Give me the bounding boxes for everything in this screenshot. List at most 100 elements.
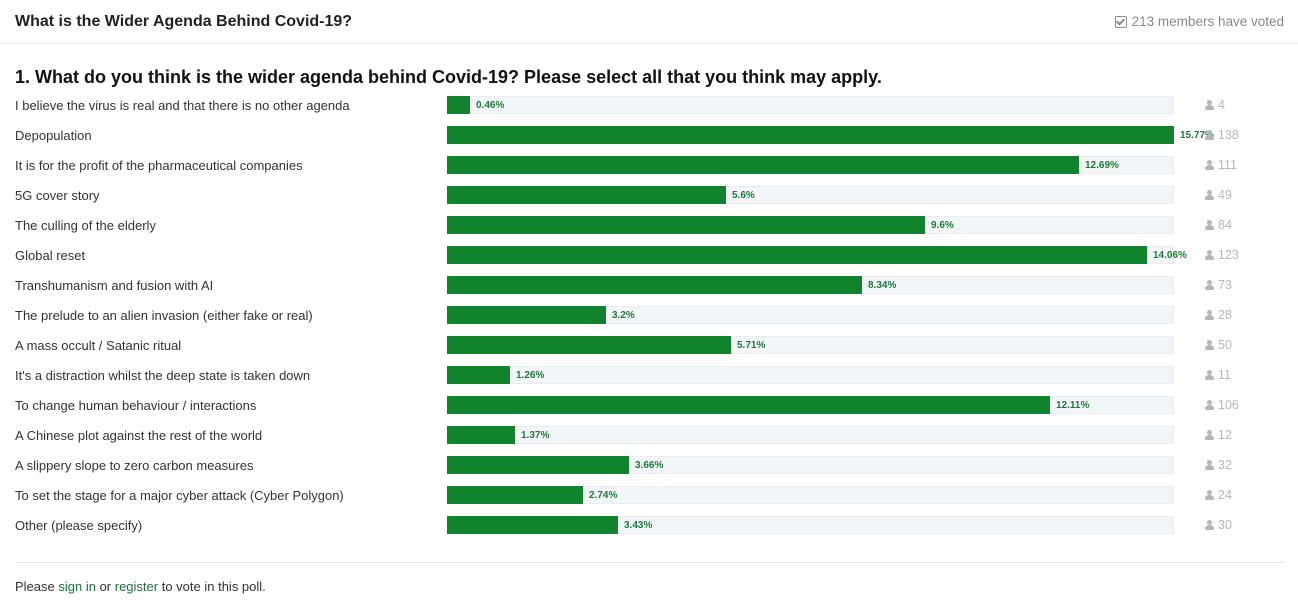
vote-count: 111: [1205, 158, 1237, 172]
progress-fill: [447, 516, 618, 534]
progress-fill: [447, 276, 862, 294]
vote-count: 49: [1205, 188, 1232, 202]
answer-row: A slippery slope to zero carbon measures…: [15, 450, 1283, 480]
check-square-icon: [1114, 15, 1127, 28]
members-voted: 213 members have voted: [1114, 14, 1284, 29]
user-icon: [1205, 220, 1214, 230]
vote-count-number: 32: [1218, 458, 1232, 472]
vote-count: 123: [1205, 248, 1239, 262]
vote-count: 84: [1205, 218, 1232, 232]
vote-prompt-prefix: Please: [15, 579, 59, 594]
progress-fill: [447, 366, 510, 384]
progress-track: 3.43%: [447, 516, 1174, 534]
progress-track: 1.37%: [447, 426, 1174, 444]
answer-row: The prelude to an alien invasion (either…: [15, 300, 1283, 330]
vote-count-number: 24: [1218, 488, 1232, 502]
vote-count-number: 84: [1218, 218, 1232, 232]
answer-label: The prelude to an alien invasion (either…: [15, 307, 313, 323]
answer-percent: 5.6%: [732, 189, 755, 201]
answer-percent: 14.06%: [1153, 249, 1187, 261]
vote-count: 73: [1205, 278, 1232, 292]
progress-fill: [447, 126, 1174, 144]
user-icon: [1205, 160, 1214, 170]
progress-fill: [447, 246, 1147, 264]
answer-row: A mass occult / Satanic ritual 5.71% 50: [15, 330, 1283, 360]
answer-row: 5G cover story 5.6% 49: [15, 180, 1283, 210]
user-icon: [1205, 520, 1214, 530]
vote-count-number: 30: [1218, 518, 1232, 532]
answer-row: A Chinese plot against the rest of the w…: [15, 420, 1283, 450]
user-icon: [1205, 400, 1214, 410]
answer-label: Other (please specify): [15, 517, 143, 533]
divider: [15, 562, 1284, 563]
answer-label: Depopulation: [15, 127, 92, 143]
vote-count: 12: [1205, 428, 1232, 442]
user-icon: [1205, 340, 1214, 350]
answer-row: Depopulation 15.77% 138: [15, 120, 1283, 150]
register-link[interactable]: register: [114, 579, 159, 594]
vote-count-number: 50: [1218, 338, 1232, 352]
user-icon: [1205, 250, 1214, 260]
answer-percent: 15.77%: [1180, 129, 1214, 141]
progress-track: 15.77%: [447, 126, 1214, 144]
answer-percent: 1.37%: [521, 429, 550, 441]
answer-label: I believe the virus is real and that the…: [15, 97, 350, 113]
user-icon: [1205, 370, 1214, 380]
vote-count: 50: [1205, 338, 1232, 352]
answer-row: I believe the virus is real and that the…: [15, 90, 1283, 120]
progress-track: 2.74%: [447, 486, 1174, 504]
answer-percent: 2.74%: [589, 489, 618, 501]
answer-label: A mass occult / Satanic ritual: [15, 337, 182, 353]
answer-percent: 12.69%: [1085, 159, 1119, 171]
poll-question: 1. What do you think is the wider agenda…: [15, 67, 882, 87]
answer-label: Global reset: [15, 247, 86, 263]
answer-row: Transhumanism and fusion with AI 8.34% 73: [15, 270, 1283, 300]
answer-row: To set the stage for a major cyber attac…: [15, 480, 1283, 510]
user-icon: [1205, 490, 1214, 500]
answer-percent: 1.26%: [516, 369, 545, 381]
answer-label: To set the stage for a major cyber attac…: [15, 487, 344, 503]
progress-track: 12.69%: [447, 156, 1174, 174]
progress-fill: [447, 456, 629, 474]
progress-track: 8.34%: [447, 276, 1174, 294]
vote-count: 11: [1205, 368, 1231, 382]
progress-track: 14.06%: [447, 246, 1187, 264]
answer-label: It is for the profit of the pharmaceutic…: [15, 157, 303, 173]
vote-count-number: 138: [1218, 128, 1239, 142]
vote-count: 138: [1205, 128, 1239, 142]
progress-fill: [447, 426, 515, 444]
vote-prompt-suffix: to vote in this poll.: [158, 579, 266, 594]
vote-count: 4: [1205, 98, 1225, 112]
vote-count: 30: [1205, 518, 1232, 532]
vote-count: 106: [1205, 398, 1239, 412]
answer-percent: 0.46%: [476, 99, 505, 111]
answer-row: It is for the profit of the pharmaceutic…: [15, 150, 1283, 180]
answer-percent: 3.66%: [635, 459, 664, 471]
answer-label: A slippery slope to zero carbon measures: [15, 457, 254, 473]
answer-label: To change human behaviour / interactions: [15, 397, 257, 413]
answer-row: The culling of the elderly 9.6% 84: [15, 210, 1283, 240]
progress-track: 3.66%: [447, 456, 1174, 474]
user-icon: [1205, 310, 1214, 320]
user-icon: [1205, 460, 1214, 470]
progress-fill: [447, 486, 583, 504]
answer-percent: 8.34%: [868, 279, 897, 291]
progress-fill: [447, 396, 1050, 414]
vote-count-number: 106: [1218, 398, 1239, 412]
progress-track: 12.11%: [447, 396, 1174, 414]
answer-percent: 5.71%: [737, 339, 766, 351]
vote-count: 24: [1205, 488, 1232, 502]
answer-label: 5G cover story: [15, 187, 100, 203]
answer-percent: 3.2%: [612, 309, 635, 321]
vote-prompt-middle: or: [95, 579, 115, 594]
progress-fill: [447, 336, 731, 354]
progress-fill: [447, 186, 726, 204]
sign-in-link[interactable]: sign in: [58, 579, 96, 594]
progress-fill: [447, 216, 925, 234]
progress-track: 9.6%: [447, 216, 1174, 234]
poll-results: I believe the virus is real and that the…: [0, 90, 1298, 540]
vote-count-number: 73: [1218, 278, 1232, 292]
poll-header: What is the Wider Agenda Behind Covid-19…: [0, 0, 1298, 44]
vote-prompt: Please sign in or register to vote in th…: [0, 563, 1298, 594]
vote-count: 28: [1205, 308, 1232, 322]
